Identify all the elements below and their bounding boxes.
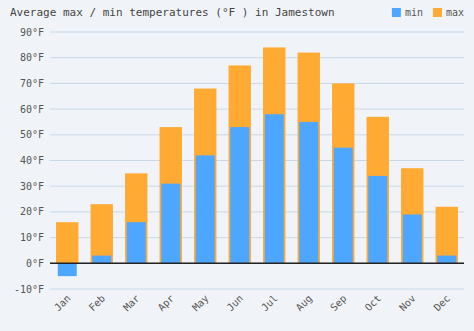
y-tick-label: 10°F xyxy=(20,232,44,243)
bar xyxy=(263,47,285,263)
y-tick-label: 20°F xyxy=(20,206,44,217)
bar xyxy=(299,122,318,263)
bar xyxy=(367,117,389,263)
bar xyxy=(437,256,456,264)
x-tick-label: Sep xyxy=(328,293,349,314)
bar xyxy=(401,168,423,263)
bar xyxy=(196,155,215,263)
x-axis: Jan Feb Mar Apr May Jun Jul Aug Sep Oct Nov Dec xyxy=(52,293,452,314)
bar xyxy=(229,65,251,263)
x-tick-label: Dec xyxy=(432,293,453,314)
grid-line xyxy=(50,109,464,110)
legend-label: min xyxy=(405,7,423,18)
x-tick-label: Jul xyxy=(259,293,280,314)
bar xyxy=(368,176,387,263)
grid-line xyxy=(50,32,464,33)
legend-swatch xyxy=(433,8,442,17)
y-tick-label: 40°F xyxy=(20,155,44,166)
y-tick-label: 30°F xyxy=(20,181,44,192)
bar xyxy=(127,222,146,263)
grid-line xyxy=(50,83,464,84)
legend-item: min xyxy=(392,7,423,18)
bar xyxy=(334,148,353,264)
x-tick-label: Jan xyxy=(52,293,73,314)
bar xyxy=(403,214,422,263)
series-max xyxy=(56,47,458,263)
bar xyxy=(56,222,78,263)
bar xyxy=(91,204,113,263)
x-tick-label: Mar xyxy=(121,293,142,314)
y-axis: -10°F 0°F 10°F 20°F 30°F 40°F 50°F 60°F 70°F 80°F… xyxy=(14,27,464,295)
bars xyxy=(56,47,458,276)
grid-line xyxy=(50,263,464,264)
bar xyxy=(230,127,249,263)
series-min xyxy=(58,114,456,276)
x-tick-label: Apr xyxy=(156,293,177,314)
x-tick-label: Aug xyxy=(294,293,315,314)
chart: -10°F 0°F 10°F 20°F 30°F 40°F 50°F 60°F 70°F 80°F… xyxy=(0,0,474,331)
x-tick-label: May xyxy=(190,293,211,314)
bar xyxy=(298,53,320,264)
legend-swatch xyxy=(392,8,401,17)
y-tick-label: -10°F xyxy=(14,284,44,295)
title: Average max / min temperatures (°F ) in … xyxy=(10,6,335,19)
y-tick-label: 50°F xyxy=(20,129,44,140)
y-tick-label: 80°F xyxy=(20,52,44,63)
y-tick-label: 90°F xyxy=(20,27,44,38)
bar xyxy=(265,114,284,263)
grid-line xyxy=(50,134,464,135)
baseline xyxy=(50,263,464,265)
bar xyxy=(436,207,458,264)
legend-label: max xyxy=(446,7,464,18)
bar xyxy=(125,173,147,263)
x-tick-label: Jun xyxy=(225,293,246,314)
y-tick-label: 70°F xyxy=(20,78,44,89)
background xyxy=(0,0,474,331)
bar xyxy=(194,89,216,264)
grid-line xyxy=(50,57,464,58)
x-tick-label: Nov xyxy=(397,293,418,314)
x-tick-label: Oct xyxy=(363,293,384,314)
bar xyxy=(160,127,182,263)
legend: min max xyxy=(392,7,464,18)
bar xyxy=(332,83,354,263)
bar xyxy=(92,256,111,264)
y-tick-label: 0°F xyxy=(26,258,44,269)
grid-line xyxy=(50,160,464,161)
x-tick-label: Feb xyxy=(87,293,108,314)
grid-line xyxy=(50,289,464,290)
bar xyxy=(161,184,180,264)
bar xyxy=(58,263,77,276)
y-tick-label: 60°F xyxy=(20,104,44,115)
legend-item: max xyxy=(433,7,464,18)
